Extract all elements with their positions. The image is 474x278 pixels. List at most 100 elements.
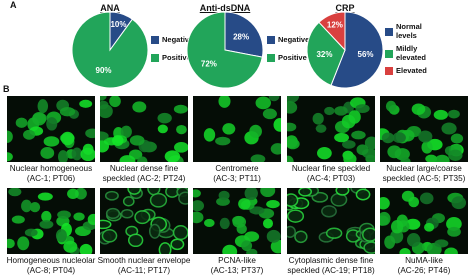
cell (343, 153, 357, 162)
cell (63, 240, 78, 253)
cell (122, 196, 135, 207)
legend-swatch (385, 27, 393, 36)
micrograph (287, 188, 375, 254)
cell (23, 129, 36, 140)
cell (100, 140, 110, 153)
cell (448, 109, 460, 119)
caption-line: Cytoplasmic dense fine (288, 256, 374, 265)
caption-line: (AC-26; PT46) (397, 265, 451, 275)
cell (249, 124, 262, 138)
cell (15, 117, 28, 128)
cell (287, 209, 305, 223)
caption-line: (AC-1; PT06) (26, 173, 76, 183)
cell (315, 124, 327, 133)
cell (266, 229, 281, 243)
cell (100, 131, 109, 141)
cell (203, 128, 216, 142)
legend-entry: Mildly elevated (385, 44, 436, 62)
value-label: 28% (233, 33, 249, 42)
cell (40, 147, 55, 159)
cell (178, 191, 188, 205)
cell (218, 96, 231, 108)
caption-line: Smooth nuclear envelope (97, 256, 191, 265)
cell (335, 188, 350, 196)
cell (75, 188, 87, 200)
legend-label: Elevated (396, 66, 427, 75)
cell (46, 117, 58, 131)
cell (170, 238, 185, 251)
cell (287, 225, 296, 238)
cell (37, 99, 49, 114)
cell (67, 188, 79, 200)
cell (149, 192, 168, 208)
cell (21, 199, 32, 213)
legend-label: Mildly elevated (396, 44, 427, 62)
pie-title: ANA (100, 3, 120, 13)
cell (204, 218, 215, 228)
caption-line: Nuclear large/coarse (386, 164, 462, 173)
cell (193, 211, 204, 224)
pie-slice (330, 11, 384, 89)
caption-line: Nuclear homogeneous (9, 164, 93, 173)
cell (287, 101, 298, 114)
cell (421, 140, 433, 154)
cell (334, 132, 349, 143)
panel-label: A (10, 0, 17, 10)
cell (419, 192, 434, 205)
cell (287, 122, 297, 132)
caption-line: Nuclear dense fine (109, 164, 179, 173)
cell (87, 213, 95, 226)
cell (408, 196, 420, 208)
cell (385, 100, 397, 112)
legend-label: Negative (162, 35, 194, 44)
cell (451, 196, 467, 210)
caption: PCNA-like (AC-13; PT37) (190, 256, 284, 275)
cell (24, 228, 38, 237)
caption-line: NuMA-like (405, 256, 443, 265)
cell (157, 124, 168, 134)
legend-entry: Positive (151, 53, 202, 63)
cell (222, 123, 236, 135)
cell (268, 96, 280, 102)
cell (173, 104, 188, 114)
cell (287, 193, 299, 207)
pie: 10% 90% (71, 11, 149, 89)
value-label: 12% (327, 21, 343, 30)
cell (266, 200, 280, 209)
cell (137, 156, 148, 162)
cell (249, 206, 265, 215)
cell (105, 207, 121, 220)
caption: Smooth nuclear envelope (AC-11; PT17) (97, 256, 191, 275)
cell (7, 152, 13, 162)
cell (270, 239, 281, 254)
micrograph (193, 188, 281, 254)
cell (132, 101, 147, 113)
cell (411, 103, 426, 115)
caption-line: speckled (AC-19; PT18) (287, 265, 375, 275)
cell (348, 110, 361, 124)
cell (57, 150, 69, 162)
legend-swatch (151, 54, 159, 63)
cell (447, 226, 461, 237)
cell (100, 104, 113, 119)
cell (424, 222, 435, 232)
micrograph (287, 96, 375, 162)
cell (57, 210, 71, 219)
micrograph (7, 188, 95, 254)
cell (193, 189, 201, 198)
cell (363, 241, 375, 254)
cell (381, 132, 395, 144)
cell (8, 188, 22, 197)
cell (262, 108, 277, 120)
cell (334, 106, 348, 116)
cell (260, 188, 276, 198)
cell (287, 155, 294, 162)
cell (317, 146, 332, 160)
cell (355, 188, 371, 201)
pie: 56% 32% 12% (306, 11, 384, 89)
caption-line: (AC-8; PT04) (26, 265, 76, 275)
cell (362, 227, 375, 242)
cell (222, 244, 238, 254)
cell (129, 135, 145, 146)
